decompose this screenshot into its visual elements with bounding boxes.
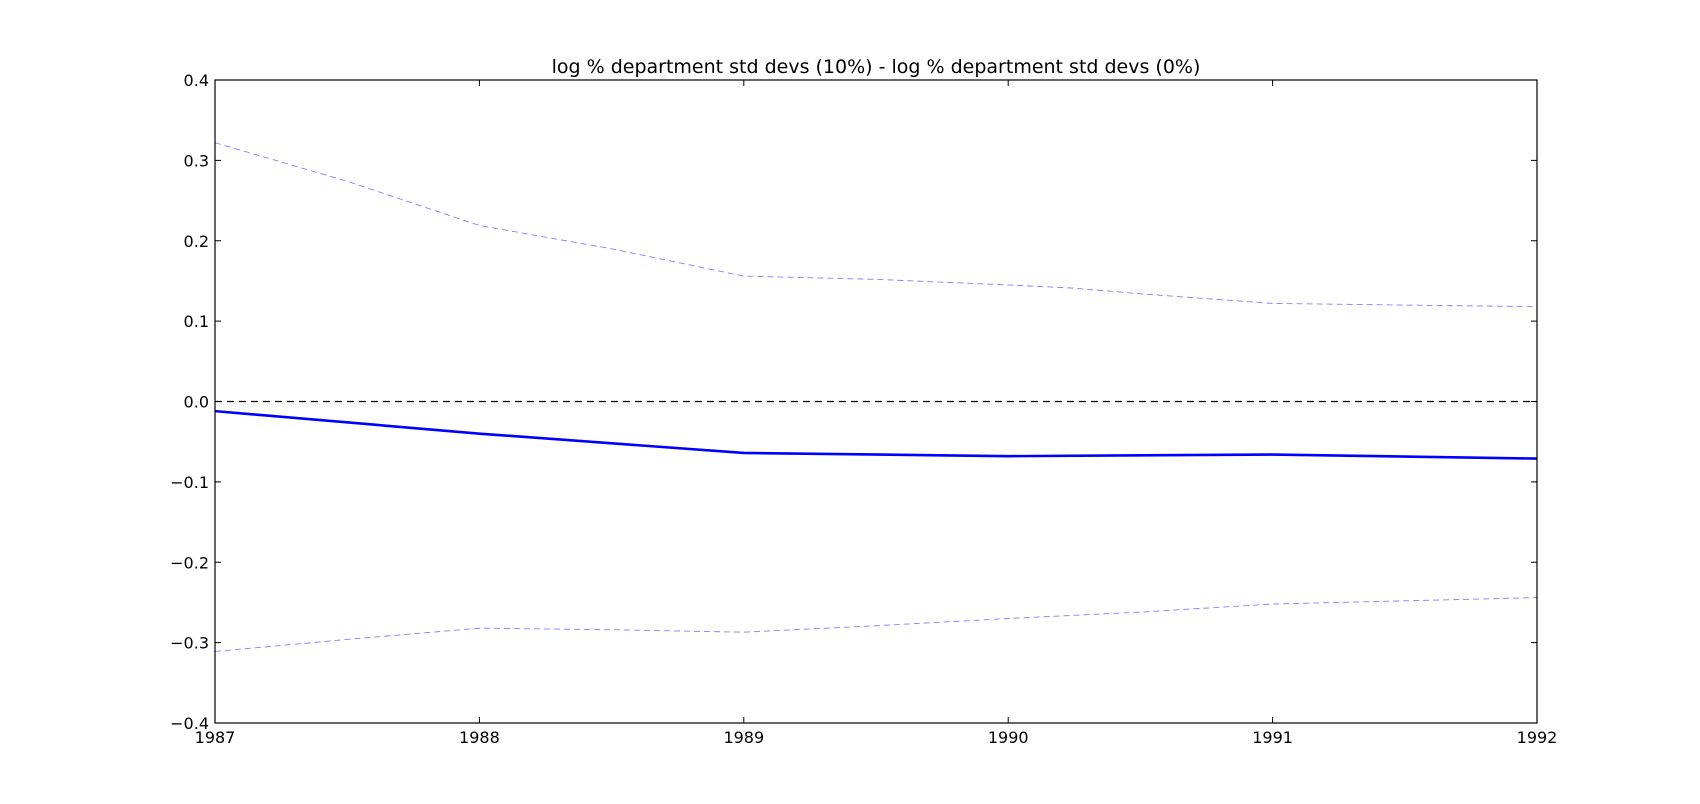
x-tick-label: 1991 <box>1252 728 1293 747</box>
x-tick-label: 1987 <box>195 728 236 747</box>
y-tick-label: −0.3 <box>170 634 209 653</box>
y-tick-label: 0.1 <box>184 312 209 331</box>
series-line-upper-band <box>214 142 1538 308</box>
x-tick-label: 1992 <box>1517 728 1558 747</box>
ticks-layer: 1987 1988 1989 1990 1991 1992 0.4 0.3 0.2 0.1 0.0 −… <box>170 71 1557 747</box>
series-line-lower-band <box>214 597 1538 652</box>
y-tick-label: 0.4 <box>184 71 209 90</box>
x-tick-label: 1990 <box>988 728 1029 747</box>
y-tick-label: −0.1 <box>170 473 209 492</box>
y-tick-label: −0.2 <box>170 553 209 572</box>
chart-title: log % department std devs (10%) - log % … <box>552 56 1201 78</box>
series-layer <box>214 142 1538 652</box>
y-tick-label: −0.4 <box>170 714 209 733</box>
series-line-estimate <box>214 409 1538 460</box>
y-tick-label: 0.0 <box>184 393 209 412</box>
y-tick-label: 0.2 <box>184 232 209 251</box>
x-tick-label: 1989 <box>723 728 764 747</box>
y-tick-label: 0.3 <box>184 151 209 170</box>
x-tick-label: 1988 <box>459 728 500 747</box>
